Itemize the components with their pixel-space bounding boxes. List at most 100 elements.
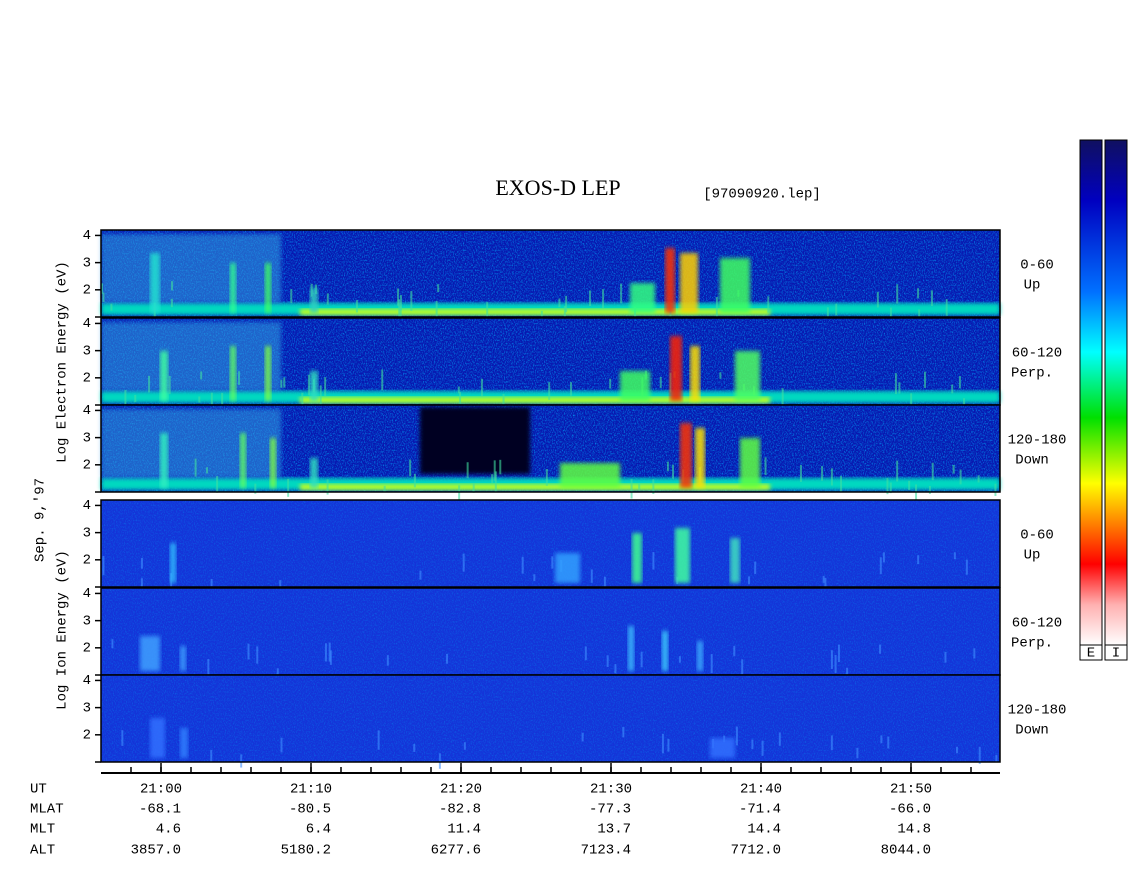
texture-streak <box>678 656 681 663</box>
texture-streak <box>256 646 259 664</box>
pitch-angle-label: 0-60 <box>1020 258 1054 274</box>
y-tick-label: 4 <box>83 228 91 244</box>
texture-streak <box>640 651 643 668</box>
texture-streak <box>945 299 948 316</box>
texture-streak <box>383 485 386 492</box>
burst-feature <box>150 718 165 758</box>
orbit-value: 6277.6 <box>431 843 481 859</box>
panel-frame <box>100 499 1001 588</box>
texture-streak <box>754 561 757 575</box>
burst-feature <box>630 283 655 313</box>
texture-streak <box>124 390 127 405</box>
texture-streak <box>799 464 802 482</box>
texture-streak <box>994 483 997 496</box>
y-tick-label: 3 <box>83 613 91 629</box>
panel-frame <box>100 229 1001 318</box>
early-region <box>101 322 281 391</box>
pitch-angle-label: 120-180 <box>1008 703 1067 719</box>
spectrogram-panel <box>100 404 1001 502</box>
texture-streak <box>953 552 956 560</box>
y-tick-label: 3 <box>83 255 91 271</box>
texture-streak <box>240 754 243 768</box>
texture-streak <box>329 650 332 665</box>
texture-streak <box>923 371 926 388</box>
texture-streak <box>134 394 137 403</box>
texture-streak <box>121 730 124 746</box>
y-axis-label: Log Electron Energy (eV) <box>55 261 71 463</box>
texture-streak <box>741 659 744 679</box>
panel-noise <box>101 675 1000 762</box>
burst-feature <box>310 458 318 488</box>
texture-streak <box>533 574 536 582</box>
x-tick-label: 21:20 <box>440 782 482 798</box>
orbit-value: 7712.0 <box>731 843 781 859</box>
texture-streak <box>102 292 105 302</box>
panel-frame <box>100 674 1001 763</box>
burst-feature <box>690 346 700 401</box>
orbit-value: 7123.4 <box>581 843 631 859</box>
texture-streak <box>458 485 461 502</box>
burst-feature <box>560 463 620 488</box>
direction-label: Perp. <box>1011 636 1053 652</box>
pitch-angle-label: 120-180 <box>1008 433 1067 449</box>
texture-streak <box>887 736 890 749</box>
y-tick-label: 4 <box>83 673 91 689</box>
texture-streak <box>666 461 669 472</box>
y-tick-label: 2 <box>83 728 91 744</box>
texture-streak <box>821 466 824 481</box>
texture-streak <box>206 467 209 474</box>
texture-streak <box>951 384 954 394</box>
row-label: MLT <box>30 822 55 838</box>
texture-streak <box>751 739 754 750</box>
texture-streak <box>835 303 838 316</box>
color-bar-label: I <box>1112 646 1120 662</box>
texture-streak <box>565 295 568 313</box>
texture-streak <box>830 650 833 669</box>
texture-streak <box>399 306 402 317</box>
texture-streak <box>620 283 623 304</box>
y-tick-label: 2 <box>83 641 91 657</box>
texture-streak <box>837 644 840 663</box>
texture-streak <box>973 648 976 659</box>
direction-label: Up <box>1024 278 1041 294</box>
texture-streak <box>438 753 441 769</box>
burst-feature <box>270 438 276 488</box>
direction-label: Up <box>1024 548 1041 564</box>
texture-streak <box>238 371 241 385</box>
texture-streak <box>399 295 402 311</box>
texture-streak <box>652 552 655 570</box>
texture-streak <box>486 302 489 323</box>
texture-streak <box>247 643 250 660</box>
orbit-value: 14.4 <box>747 822 781 838</box>
y-tick-label: 4 <box>83 586 91 602</box>
burst-feature <box>632 533 642 583</box>
texture-streak <box>459 391 462 405</box>
row-label: ALT <box>30 843 55 859</box>
spectrogram-panel <box>100 499 1001 598</box>
burst-feature <box>180 646 186 671</box>
texture-streak <box>111 639 114 649</box>
texture-streak <box>254 483 257 494</box>
dark-region <box>420 407 530 474</box>
texture-streak <box>110 303 113 311</box>
texture-streak <box>918 309 921 321</box>
texture-streak <box>466 462 469 479</box>
color-bar-label: E <box>1087 646 1095 662</box>
texture-streak <box>548 382 551 400</box>
texture-streak <box>446 654 449 664</box>
color-bar-label-box <box>1104 644 1128 661</box>
burst-feature <box>230 346 236 401</box>
burst-feature <box>735 351 760 401</box>
x-tick-label: 21:40 <box>740 782 782 798</box>
burst-feature <box>265 346 271 401</box>
texture-streak <box>830 468 833 486</box>
orbit-value: -66.0 <box>889 802 931 818</box>
texture-streak <box>326 479 329 495</box>
texture-streak <box>672 464 675 479</box>
pitch-angle-label: 0-60 <box>1020 528 1054 544</box>
burst-feature <box>310 371 318 401</box>
texture-streak <box>715 296 718 317</box>
texture-streak <box>410 291 413 311</box>
texture-streak <box>472 483 475 493</box>
texture-streak <box>319 385 322 407</box>
